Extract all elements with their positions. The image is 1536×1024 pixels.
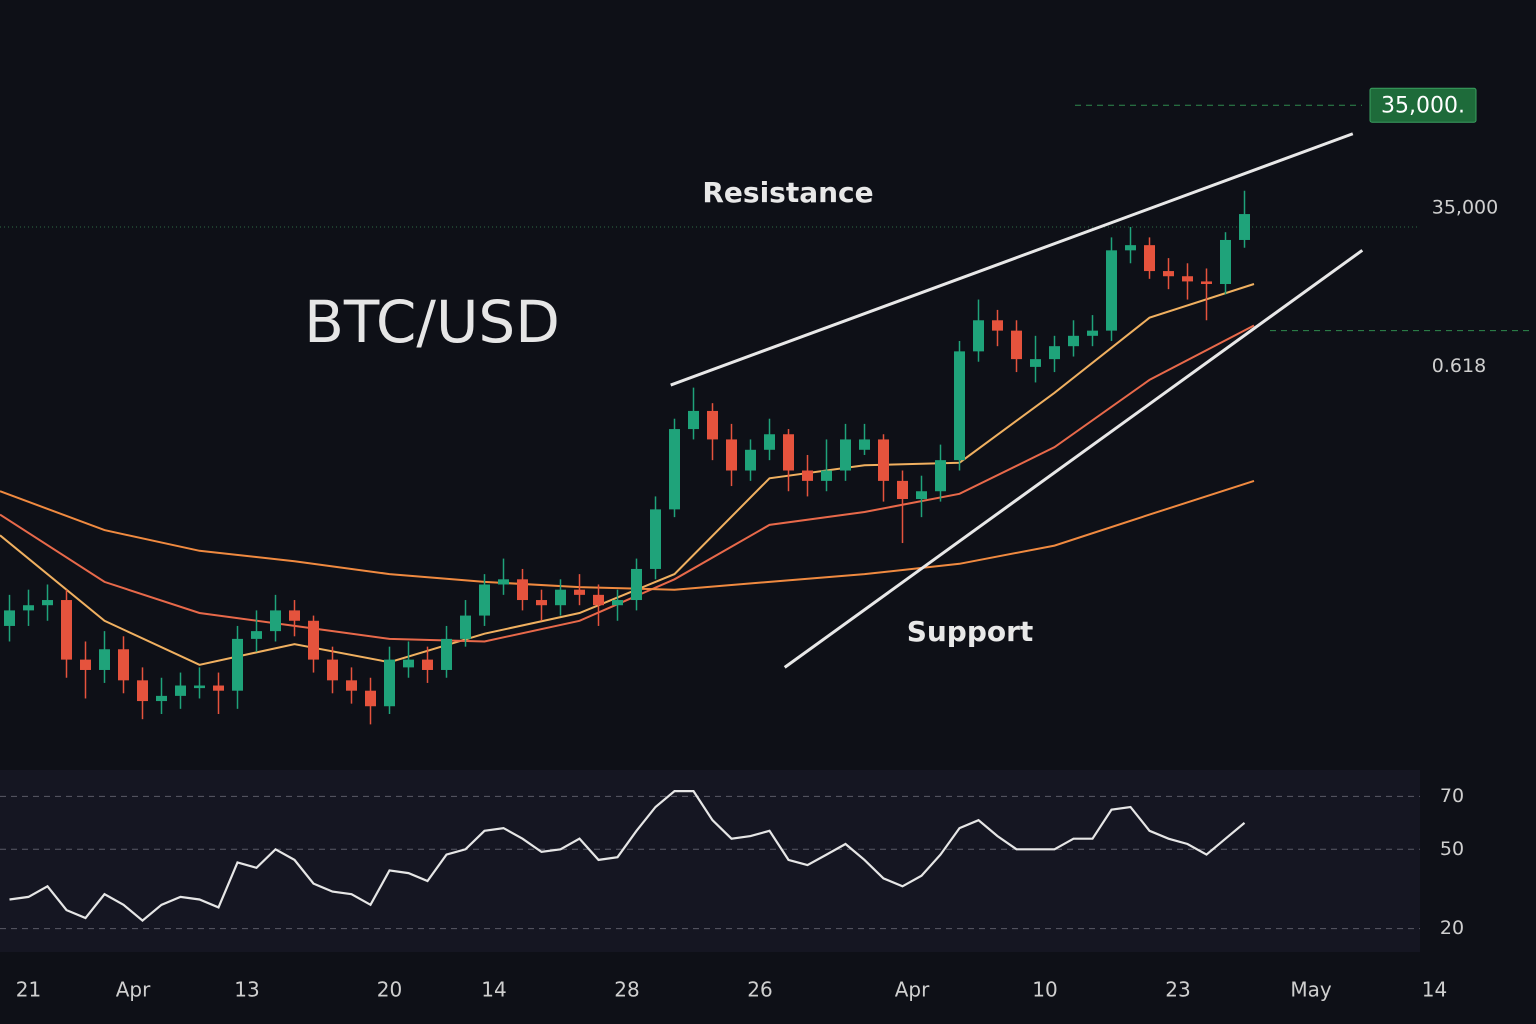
x-tick-label: 13 (234, 978, 259, 1002)
candle-body (1239, 214, 1250, 240)
x-tick-label: 21 (16, 978, 41, 1002)
trend-line (783, 249, 1364, 669)
candle-body (992, 320, 1003, 331)
candle-body (1049, 346, 1060, 360)
candle-body (916, 491, 927, 500)
chart-title: BTC/USD (304, 288, 560, 356)
candle-body (479, 584, 490, 616)
candle-body (688, 410, 699, 430)
candle-body (498, 579, 509, 585)
candle-body (897, 480, 908, 500)
candle-body (973, 320, 984, 352)
candle-body (1011, 330, 1022, 360)
candle-body (517, 579, 528, 601)
candle-body (441, 638, 452, 670)
candle-body (1068, 335, 1079, 347)
candle-body (1087, 330, 1098, 336)
moving-average (0, 479, 1255, 591)
candle-body (631, 568, 642, 601)
candle-body (365, 690, 376, 707)
candle-body (878, 439, 889, 481)
candle-body (346, 680, 357, 691)
rsi-panel (0, 770, 1420, 952)
candle-body (194, 685, 205, 689)
candle-body (118, 649, 129, 681)
candle-body (251, 631, 262, 639)
candle-body (1030, 359, 1041, 367)
candle-body (612, 600, 623, 606)
candle-body (536, 600, 547, 606)
candle-body (327, 659, 338, 681)
candle-body (422, 659, 433, 670)
target-tag (1369, 87, 1477, 123)
candle-body (42, 600, 53, 606)
candle-body (555, 589, 566, 606)
rsi-tick-label: 20 (1440, 917, 1464, 939)
candle-body (954, 351, 965, 461)
candle-body (840, 439, 851, 471)
fib-level-label: 0.618 (1432, 355, 1486, 377)
x-tick-label: 10 (1032, 978, 1057, 1002)
candle-body (156, 695, 167, 702)
y-tick-label: 35,000 (1432, 197, 1498, 219)
moving-average (0, 324, 1255, 643)
x-tick-label: Apr (116, 978, 151, 1002)
candle-body (23, 605, 34, 611)
candle-body (308, 620, 319, 660)
candle-body (80, 659, 91, 670)
candle-body (669, 429, 680, 510)
candle-body (935, 460, 946, 492)
x-tick-label: 28 (614, 978, 639, 1002)
rsi-line (9, 790, 1246, 923)
candle-body (726, 439, 737, 471)
candle-body (821, 470, 832, 481)
candle-body (1106, 250, 1117, 331)
candle-body (1125, 245, 1136, 251)
candle-body (707, 410, 718, 440)
candle-body (1220, 239, 1231, 285)
x-tick-label: 14 (1422, 978, 1447, 1002)
target-tag-label: 35,000. (1381, 93, 1465, 118)
moving-average (0, 283, 1255, 666)
candle-body (384, 659, 395, 707)
candle-body (1144, 245, 1155, 272)
candle-body (574, 589, 585, 595)
candle-body (289, 610, 300, 621)
candle-body (593, 594, 604, 606)
trend-label: Support (907, 615, 1034, 648)
candle-body (802, 470, 813, 481)
x-tick-label: 23 (1165, 978, 1190, 1002)
candle-body (764, 434, 775, 450)
trend-line (670, 132, 1354, 387)
candle-body (1182, 276, 1193, 282)
candle-body (403, 659, 414, 668)
x-tick-label: Apr (895, 978, 930, 1002)
x-tick-label: 14 (481, 978, 506, 1002)
candle-body (859, 439, 870, 450)
candle-body (1163, 271, 1174, 277)
candle-body (213, 685, 224, 691)
candle-body (99, 649, 110, 670)
candle-body (4, 610, 15, 626)
candle-body (650, 509, 661, 569)
candle-body (137, 680, 148, 702)
candle-body (460, 615, 471, 639)
candle-body (1201, 281, 1212, 285)
x-tick-label: May (1290, 978, 1332, 1002)
candle-body (783, 434, 794, 471)
x-tick-label: 26 (747, 978, 772, 1002)
x-tick-label: 20 (377, 978, 402, 1002)
rsi-tick-label: 70 (1440, 785, 1464, 807)
candle-body (270, 610, 281, 632)
rsi-tick-label: 50 (1440, 838, 1464, 860)
candle-body (175, 685, 186, 696)
candle-body (232, 638, 243, 691)
candle-body (745, 449, 756, 471)
trend-label: Resistance (702, 176, 873, 209)
candle-body (61, 600, 72, 660)
